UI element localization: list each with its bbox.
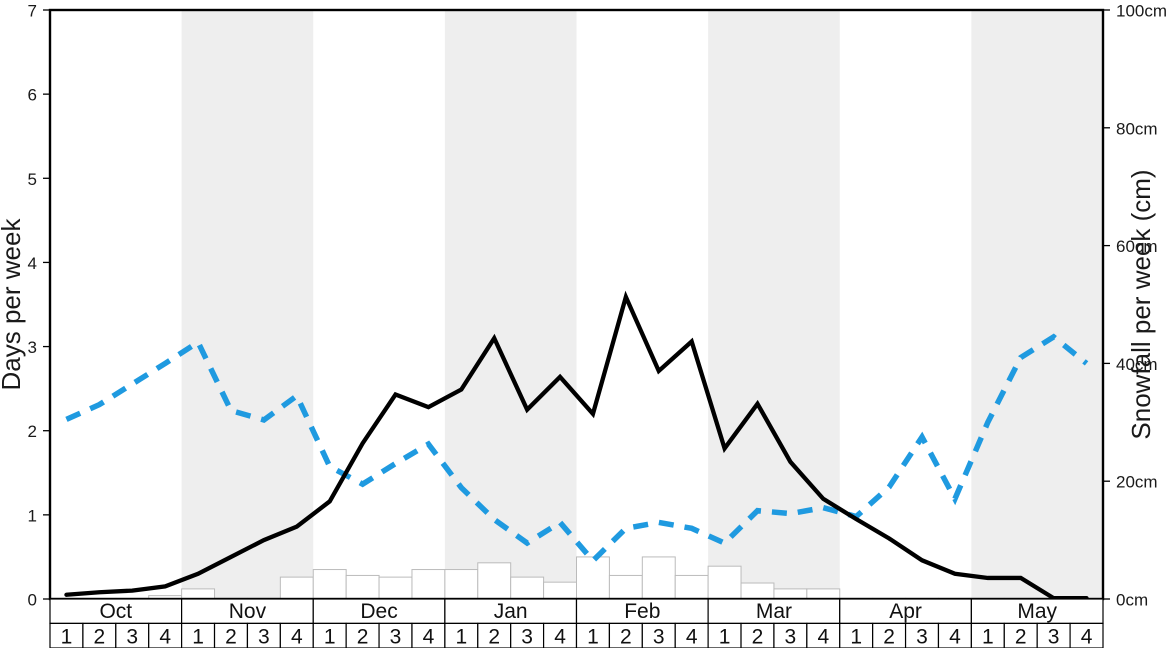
svg-text:2: 2 — [357, 626, 369, 648]
svg-text:Feb: Feb — [624, 600, 660, 623]
svg-text:3: 3 — [390, 626, 402, 648]
svg-text:3: 3 — [126, 626, 138, 648]
svg-text:Dec: Dec — [360, 600, 397, 623]
svg-text:1: 1 — [587, 626, 599, 648]
svg-text:4: 4 — [686, 626, 698, 648]
svg-text:Days per week: Days per week — [0, 218, 26, 391]
svg-text:1: 1 — [455, 626, 467, 648]
svg-text:Nov: Nov — [229, 600, 267, 623]
svg-text:1: 1 — [192, 626, 204, 648]
svg-text:2: 2 — [94, 626, 106, 648]
svg-text:4: 4 — [28, 254, 37, 273]
svg-text:Mar: Mar — [756, 600, 792, 623]
svg-text:3: 3 — [785, 626, 797, 648]
svg-text:4: 4 — [291, 626, 303, 648]
svg-text:7: 7 — [28, 2, 37, 21]
svg-text:Snowfall per week (cm): Snowfall per week (cm) — [1126, 169, 1156, 439]
svg-text:1: 1 — [850, 626, 862, 648]
svg-text:2: 2 — [1015, 626, 1027, 648]
svg-text:2: 2 — [488, 626, 500, 648]
svg-text:80cm: 80cm — [1116, 119, 1158, 138]
svg-text:1: 1 — [61, 626, 73, 648]
svg-text:1: 1 — [28, 506, 37, 525]
svg-text:2: 2 — [752, 626, 764, 648]
svg-text:2: 2 — [28, 422, 37, 441]
svg-text:3: 3 — [28, 338, 37, 357]
svg-text:1: 1 — [719, 626, 731, 648]
svg-text:1: 1 — [324, 626, 336, 648]
svg-text:100cm: 100cm — [1116, 2, 1167, 21]
svg-text:3: 3 — [521, 626, 533, 648]
svg-text:Apr: Apr — [889, 600, 922, 623]
svg-text:3: 3 — [1048, 626, 1060, 648]
svg-text:5: 5 — [28, 170, 37, 189]
svg-text:2: 2 — [620, 626, 632, 648]
svg-text:2: 2 — [883, 626, 895, 648]
svg-text:0cm: 0cm — [1116, 591, 1148, 610]
svg-text:4: 4 — [949, 626, 961, 648]
svg-text:4: 4 — [1081, 626, 1093, 648]
svg-text:Jan: Jan — [494, 600, 528, 623]
svg-text:May: May — [1017, 600, 1057, 623]
svg-text:6: 6 — [28, 86, 37, 105]
svg-text:0: 0 — [28, 591, 37, 610]
svg-text:1: 1 — [982, 626, 994, 648]
svg-text:4: 4 — [554, 626, 566, 648]
svg-text:2: 2 — [225, 626, 237, 648]
svg-text:3: 3 — [916, 626, 928, 648]
svg-text:3: 3 — [258, 626, 270, 648]
svg-text:20cm: 20cm — [1116, 473, 1158, 492]
svg-text:4: 4 — [159, 626, 171, 648]
svg-text:3: 3 — [653, 626, 665, 648]
svg-text:4: 4 — [817, 626, 829, 648]
svg-text:Oct: Oct — [99, 600, 132, 623]
svg-text:4: 4 — [423, 626, 435, 648]
